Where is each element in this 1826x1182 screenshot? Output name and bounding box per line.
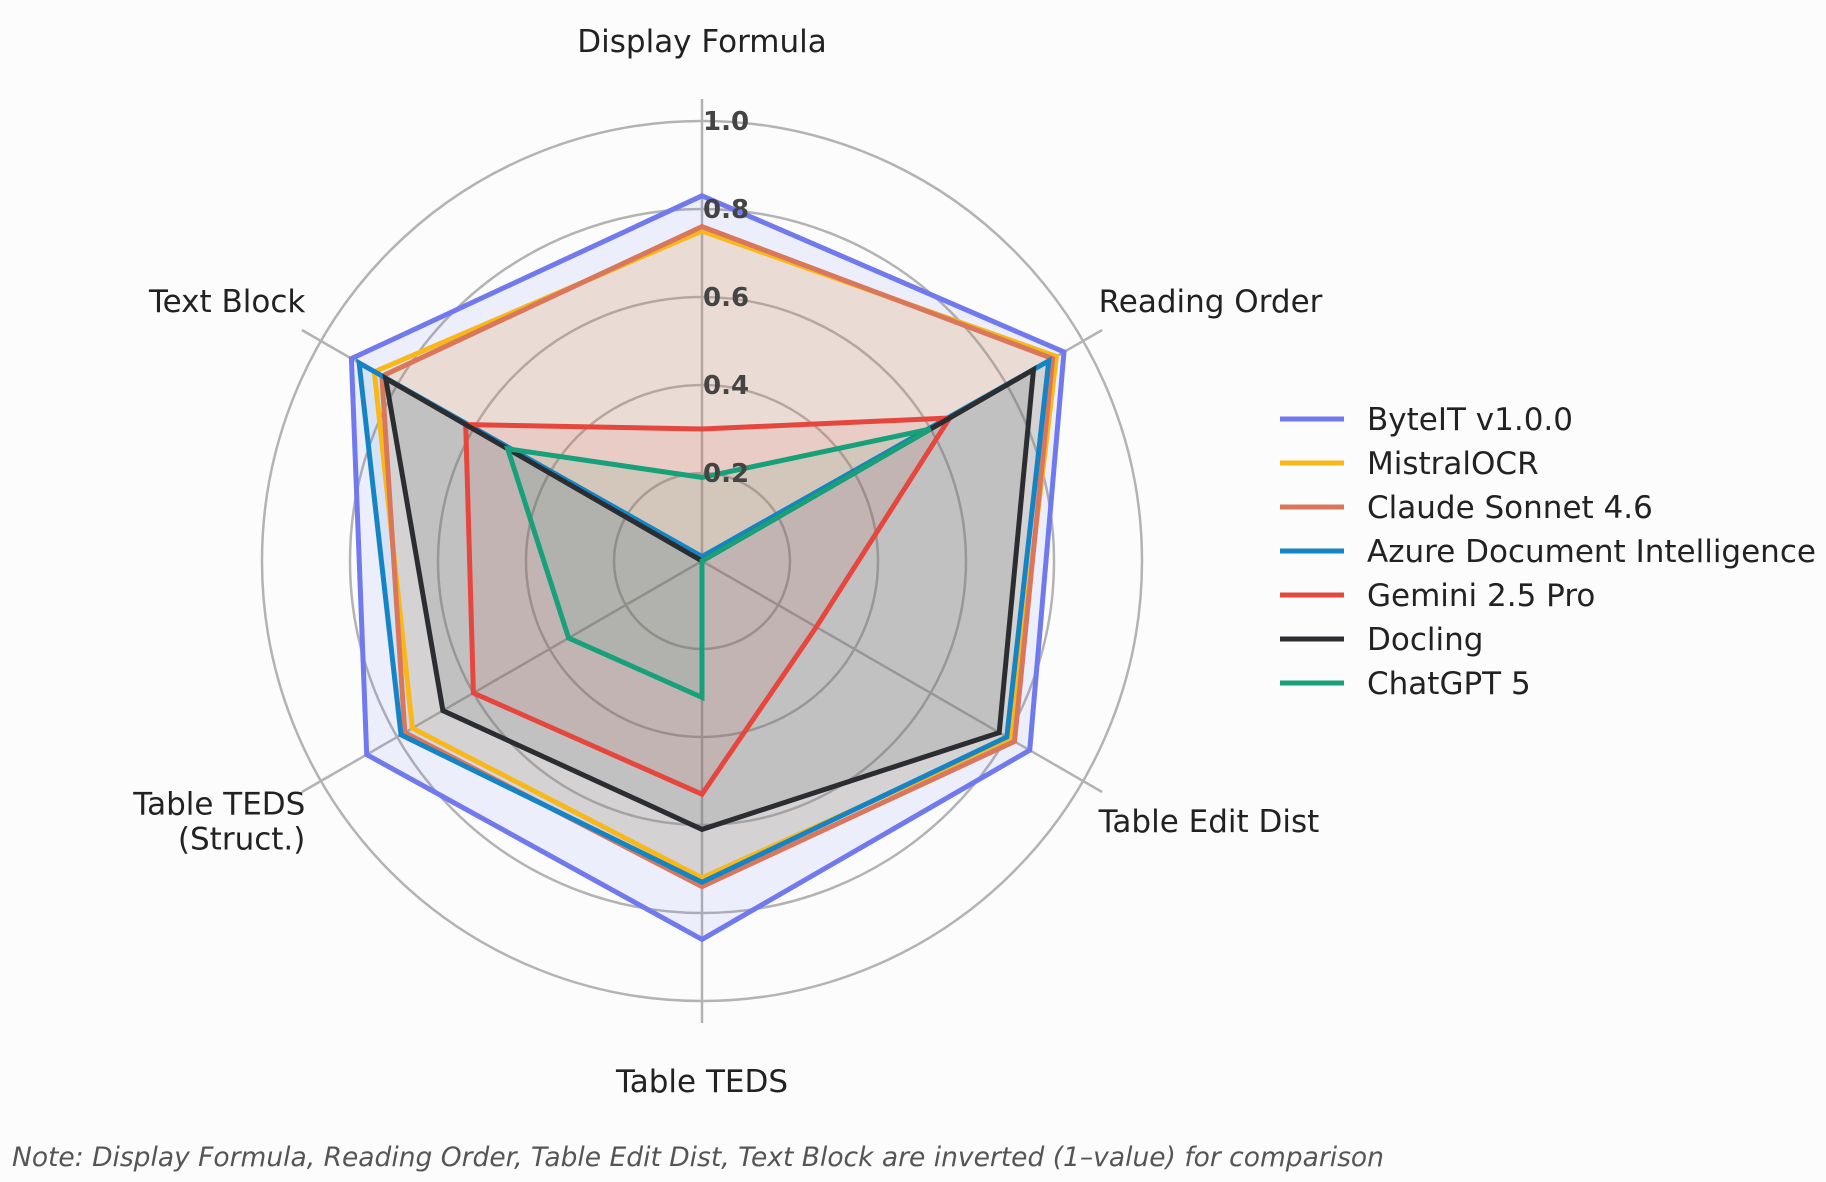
axis-label: Reading Order	[1099, 284, 1323, 320]
radial-tick-labels: 0.2 0.4 0.6 0.8 1.0	[703, 107, 749, 489]
series-line	[356, 356, 1052, 885]
series-fill	[381, 226, 1053, 887]
tick-label: 0.6	[703, 283, 749, 313]
series-fill	[465, 418, 950, 795]
tick-label: 0.2	[703, 459, 749, 489]
legend-label: Claude Sonnet 4.6	[1367, 490, 1653, 526]
series-line	[348, 193, 1067, 943]
chart-note: Note: Display Formula, Reading Order, Ta…	[12, 1142, 1384, 1173]
legend: ByteIT v1.0.0 MistralOCR Claude Sonnet 4.6…	[1280, 402, 1816, 702]
axis-label: Text Block	[148, 284, 305, 320]
series-line	[504, 426, 932, 702]
axis-labels: Display Formula Reading Order Table Edit D…	[132, 24, 1322, 1100]
legend-label: Azure Document Intelligence	[1367, 534, 1816, 570]
legend-label: Gemini 2.5 Pro	[1367, 578, 1595, 614]
tick-label: 0.4	[703, 371, 749, 401]
axis-label: Display Formula	[577, 24, 826, 60]
legend-label: MistralOCR	[1367, 446, 1539, 482]
legend-label: ChatGPT 5	[1367, 666, 1531, 702]
series-fill	[351, 195, 1064, 940]
radar-series	[348, 193, 1067, 943]
series-line	[382, 365, 1037, 833]
tick-label: 1.0	[703, 107, 749, 137]
grid-spoke	[701, 559, 1103, 794]
axis-label: Table TEDS	[615, 1064, 788, 1100]
tick-label: 0.8	[703, 195, 749, 225]
axis-label: Table TEDS (Struct.)	[132, 787, 305, 858]
legend-label: Docling	[1367, 622, 1483, 658]
legend-label: ByteIT v1.0.0	[1367, 402, 1573, 438]
axis-label: Table Edit Dist	[1098, 804, 1320, 840]
series-fill	[507, 429, 931, 698]
series-fill	[385, 369, 1034, 830]
